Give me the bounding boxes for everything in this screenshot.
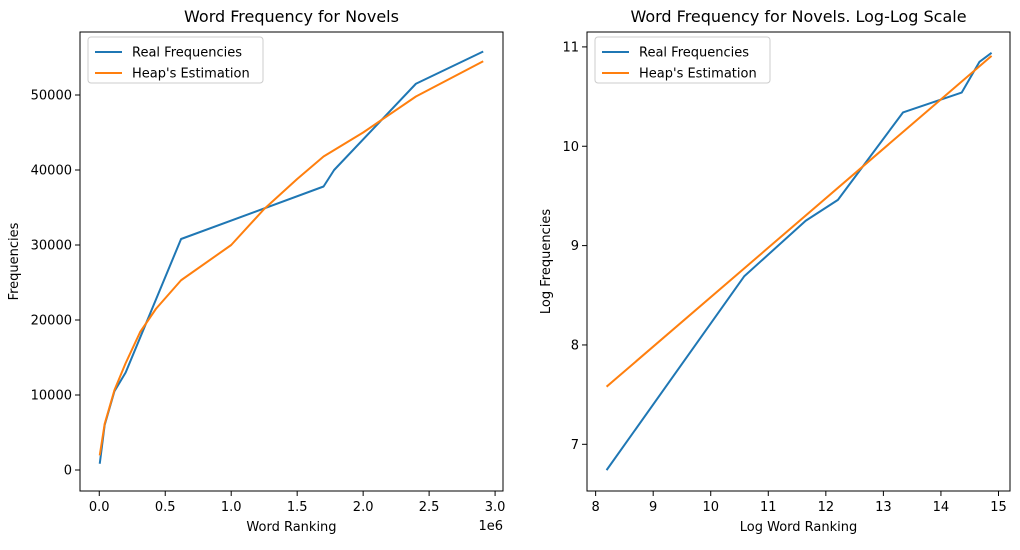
y-tick-label: 9 xyxy=(571,239,579,254)
plot-frame xyxy=(79,31,504,492)
x-tick-label: 12 xyxy=(818,500,835,515)
right-chart-log-log-scale: 8 9 10 11 12 13 14 15 7 8 9 10 11 Word Frequency for … xyxy=(539,7,1011,535)
y-axis-label: Frequencies xyxy=(7,222,22,300)
y-axis-label: Log Frequencies xyxy=(539,209,554,314)
legend: Real Frequencies Heap's Estimation xyxy=(87,36,264,84)
x-tick-label: 15 xyxy=(990,500,1007,515)
y-tick-label: 10 xyxy=(562,140,579,155)
legend-label-heaps-estimation: Heap's Estimation xyxy=(639,67,757,82)
y-tick-label: 10000 xyxy=(31,389,72,404)
y-tick-label: 7 xyxy=(571,438,579,453)
series-line-real-frequencies xyxy=(605,52,993,471)
left-chart-word-frequency: 0.0 0.5 1.0 1.5 2.0 2.5 3.0 0 10000 20000 30000 400… xyxy=(7,7,505,535)
y-tick-label: 11 xyxy=(562,40,579,55)
series-line-heaps-estimation xyxy=(605,55,993,388)
x-tick-label: 1.0 xyxy=(221,500,242,515)
x-axis-label: Word Ranking xyxy=(246,520,336,535)
x-tick-label: 2.5 xyxy=(419,500,440,515)
x-tick-label: 8 xyxy=(591,500,599,515)
x-tick-label: 3.0 xyxy=(485,500,506,515)
legend-label-heaps-estimation: Heap's Estimation xyxy=(132,67,250,82)
x-tick-label: 0.0 xyxy=(89,500,110,515)
y-tick-label: 40000 xyxy=(31,164,72,179)
x-tick-label: 14 xyxy=(933,500,950,515)
x-tick-label: 10 xyxy=(702,500,719,515)
chart-title: Word Frequency for Novels. Log-Log Scale xyxy=(630,7,966,26)
y-tick-label: 20000 xyxy=(31,314,72,329)
x-axis-offset-label: 1e6 xyxy=(478,519,503,534)
legend-label-real-frequencies: Real Frequencies xyxy=(639,46,749,61)
legend: Real Frequencies Heap's Estimation xyxy=(594,36,771,84)
x-tick-label: 9 xyxy=(649,500,657,515)
legend-box xyxy=(87,36,264,84)
x-tick-label: 13 xyxy=(875,500,892,515)
y-tick-label: 50000 xyxy=(31,89,72,104)
x-tick-label: 1.5 xyxy=(287,500,308,515)
chart-title: Word Frequency for Novels xyxy=(184,7,399,26)
y-tick-label: 30000 xyxy=(31,239,72,254)
legend-label-real-frequencies: Real Frequencies xyxy=(132,46,242,61)
x-axis-label: Log Word Ranking xyxy=(740,520,857,535)
y-tick-label: 0 xyxy=(64,464,72,479)
plot-frame xyxy=(586,31,1011,492)
y-tick-label: 8 xyxy=(571,338,579,353)
x-tick-label: 2.0 xyxy=(353,500,374,515)
x-tick-label: 0.5 xyxy=(155,500,176,515)
series-line-heaps-estimation xyxy=(98,60,484,456)
legend-box xyxy=(594,36,771,84)
x-tick-label: 11 xyxy=(760,500,777,515)
